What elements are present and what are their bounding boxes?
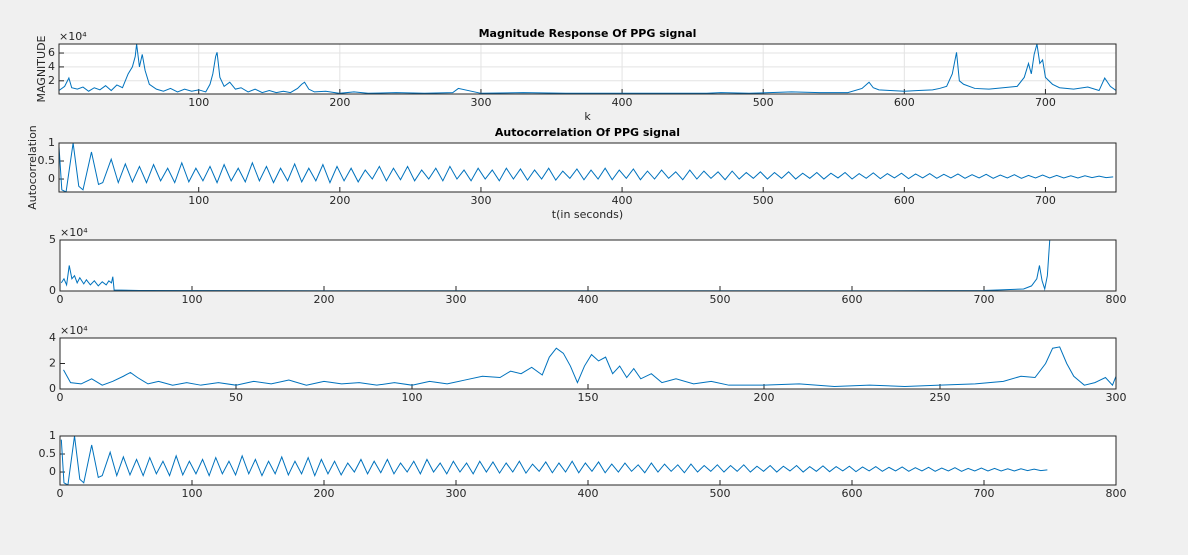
x-tick-label: 700 [1035, 194, 1056, 207]
x-tick-label: 700 [974, 487, 995, 500]
x-tick-label: 0 [57, 487, 64, 500]
x-axis-label: t(in seconds) [552, 208, 623, 221]
x-tick-label: 50 [229, 391, 243, 404]
y-tick-label: 2 [48, 74, 55, 87]
x-tick-label: 100 [188, 194, 209, 207]
axes-background [59, 44, 1116, 94]
axes-background [60, 338, 1116, 389]
y-tick-label: 1 [49, 429, 56, 442]
x-tick-label: 700 [1035, 96, 1056, 109]
y-tick-label: 0 [49, 465, 56, 478]
x-tick-label: 0 [57, 391, 64, 404]
axes-box [58, 43, 1117, 95]
y-exponent: ×10⁴ [60, 226, 88, 239]
x-tick-label: 400 [578, 293, 599, 306]
x-axis-label: k [584, 110, 591, 123]
x-tick-label: 100 [402, 391, 423, 404]
x-tick-label: 500 [710, 487, 731, 500]
x-tick-label: 600 [842, 293, 863, 306]
x-tick-label: 800 [1106, 487, 1127, 500]
y-tick-label: 0 [49, 284, 56, 297]
x-tick-label: 800 [1106, 293, 1127, 306]
x-tick-label: 200 [754, 391, 775, 404]
x-tick-label: 300 [470, 96, 491, 109]
x-tick-label: 400 [612, 96, 633, 109]
x-tick-label: 100 [188, 96, 209, 109]
y-tick-label: 6 [48, 46, 55, 59]
y-axis-label: Autocorrelation [26, 125, 39, 210]
y-tick-label: 2 [49, 357, 56, 370]
y-tick-label: 1 [48, 136, 55, 149]
y-tick-label: 4 [48, 60, 55, 73]
x-tick-label: 300 [470, 194, 491, 207]
axes-background [59, 143, 1116, 192]
x-tick-label: 200 [314, 487, 335, 500]
signal-line [59, 143, 1114, 192]
y-tick-label: 0 [49, 382, 56, 395]
y-tick-label: 5 [49, 233, 56, 246]
axes-title: Magnitude Response Of PPG signal [479, 27, 697, 40]
signal-line [59, 44, 1116, 94]
axes-background [60, 436, 1116, 485]
x-tick-label: 150 [578, 391, 599, 404]
signal-line [60, 436, 1048, 485]
x-tick-label: 500 [753, 194, 774, 207]
x-tick-label: 300 [446, 293, 467, 306]
signal-line [63, 346, 1116, 387]
x-tick-label: 300 [1106, 391, 1127, 404]
y-tick-label: 0.5 [39, 447, 57, 460]
axes-title: Autocorrelation Of PPG signal [495, 126, 680, 139]
x-tick-label: 0 [57, 293, 64, 306]
x-tick-label: 250 [930, 391, 951, 404]
x-tick-label: 300 [446, 487, 467, 500]
x-tick-label: 600 [842, 487, 863, 500]
x-tick-label: 200 [329, 194, 350, 207]
x-tick-label: 500 [710, 293, 731, 306]
y-axis-label: MAGNITUDE [35, 35, 48, 102]
axes-box [59, 337, 1117, 390]
x-tick-label: 400 [612, 194, 633, 207]
y-tick-label: 4 [49, 331, 56, 344]
x-tick-label: 600 [894, 194, 915, 207]
y-tick-label: 0.5 [38, 154, 56, 167]
signal-line [60, 240, 1051, 291]
x-tick-label: 200 [329, 96, 350, 109]
x-tick-label: 700 [974, 293, 995, 306]
x-tick-label: 100 [182, 487, 203, 500]
axes-box [58, 142, 1117, 193]
x-tick-label: 600 [894, 96, 915, 109]
axes-background [60, 240, 1116, 291]
y-exponent: ×10⁴ [60, 324, 88, 337]
axes-box [59, 239, 1117, 292]
x-tick-label: 100 [182, 293, 203, 306]
axes-box [59, 435, 1117, 486]
x-tick-label: 400 [578, 487, 599, 500]
y-tick-label: 0 [48, 172, 55, 185]
y-exponent: ×10⁴ [59, 30, 87, 43]
x-tick-label: 200 [314, 293, 335, 306]
x-tick-label: 500 [753, 96, 774, 109]
